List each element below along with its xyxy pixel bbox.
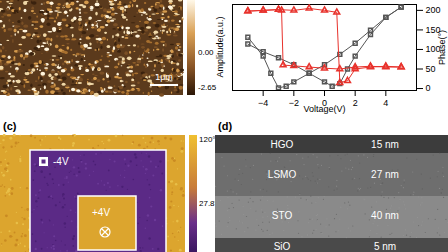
svg-text:0.00: 0.00 [198, 48, 214, 57]
svg-text:50: 50 [426, 64, 436, 74]
svg-text:Amplitude(a.u.): Amplitude(a.u.) [215, 16, 225, 77]
svg-text:1μm: 1μm [155, 72, 173, 82]
svg-text:LSMO: LSMO [268, 169, 297, 180]
svg-text:SiO: SiO [274, 241, 291, 252]
svg-text:-2.65: -2.65 [198, 83, 217, 92]
svg-text:Voltage(V): Voltage(V) [303, 104, 345, 114]
svg-text:40 nm: 40 nm [371, 210, 399, 221]
svg-text:(d): (d) [218, 120, 232, 132]
svg-text:−4: −4 [258, 98, 268, 108]
svg-text:15 nm: 15 nm [371, 139, 399, 150]
svg-text:27 nm: 27 nm [371, 169, 399, 180]
svg-text:HGO: HGO [271, 139, 294, 150]
svg-text:2: 2 [353, 98, 358, 108]
svg-text:(c): (c) [3, 120, 17, 132]
svg-text:−2: −2 [289, 98, 299, 108]
svg-text:120°: 120° [199, 135, 216, 144]
svg-text:Phase(°): Phase(°) [437, 30, 447, 65]
svg-text:5 nm: 5 nm [374, 241, 396, 252]
svg-text:200: 200 [426, 5, 441, 15]
svg-text:150: 150 [425, 24, 441, 35]
svg-text:-4V: -4V [53, 156, 69, 167]
svg-text:100: 100 [425, 44, 441, 55]
svg-text:4: 4 [383, 98, 388, 108]
svg-text:27.8°: 27.8° [199, 199, 218, 208]
svg-text:+4V: +4V [92, 207, 110, 218]
svg-text:0: 0 [426, 83, 431, 93]
svg-text:STO: STO [272, 210, 293, 221]
